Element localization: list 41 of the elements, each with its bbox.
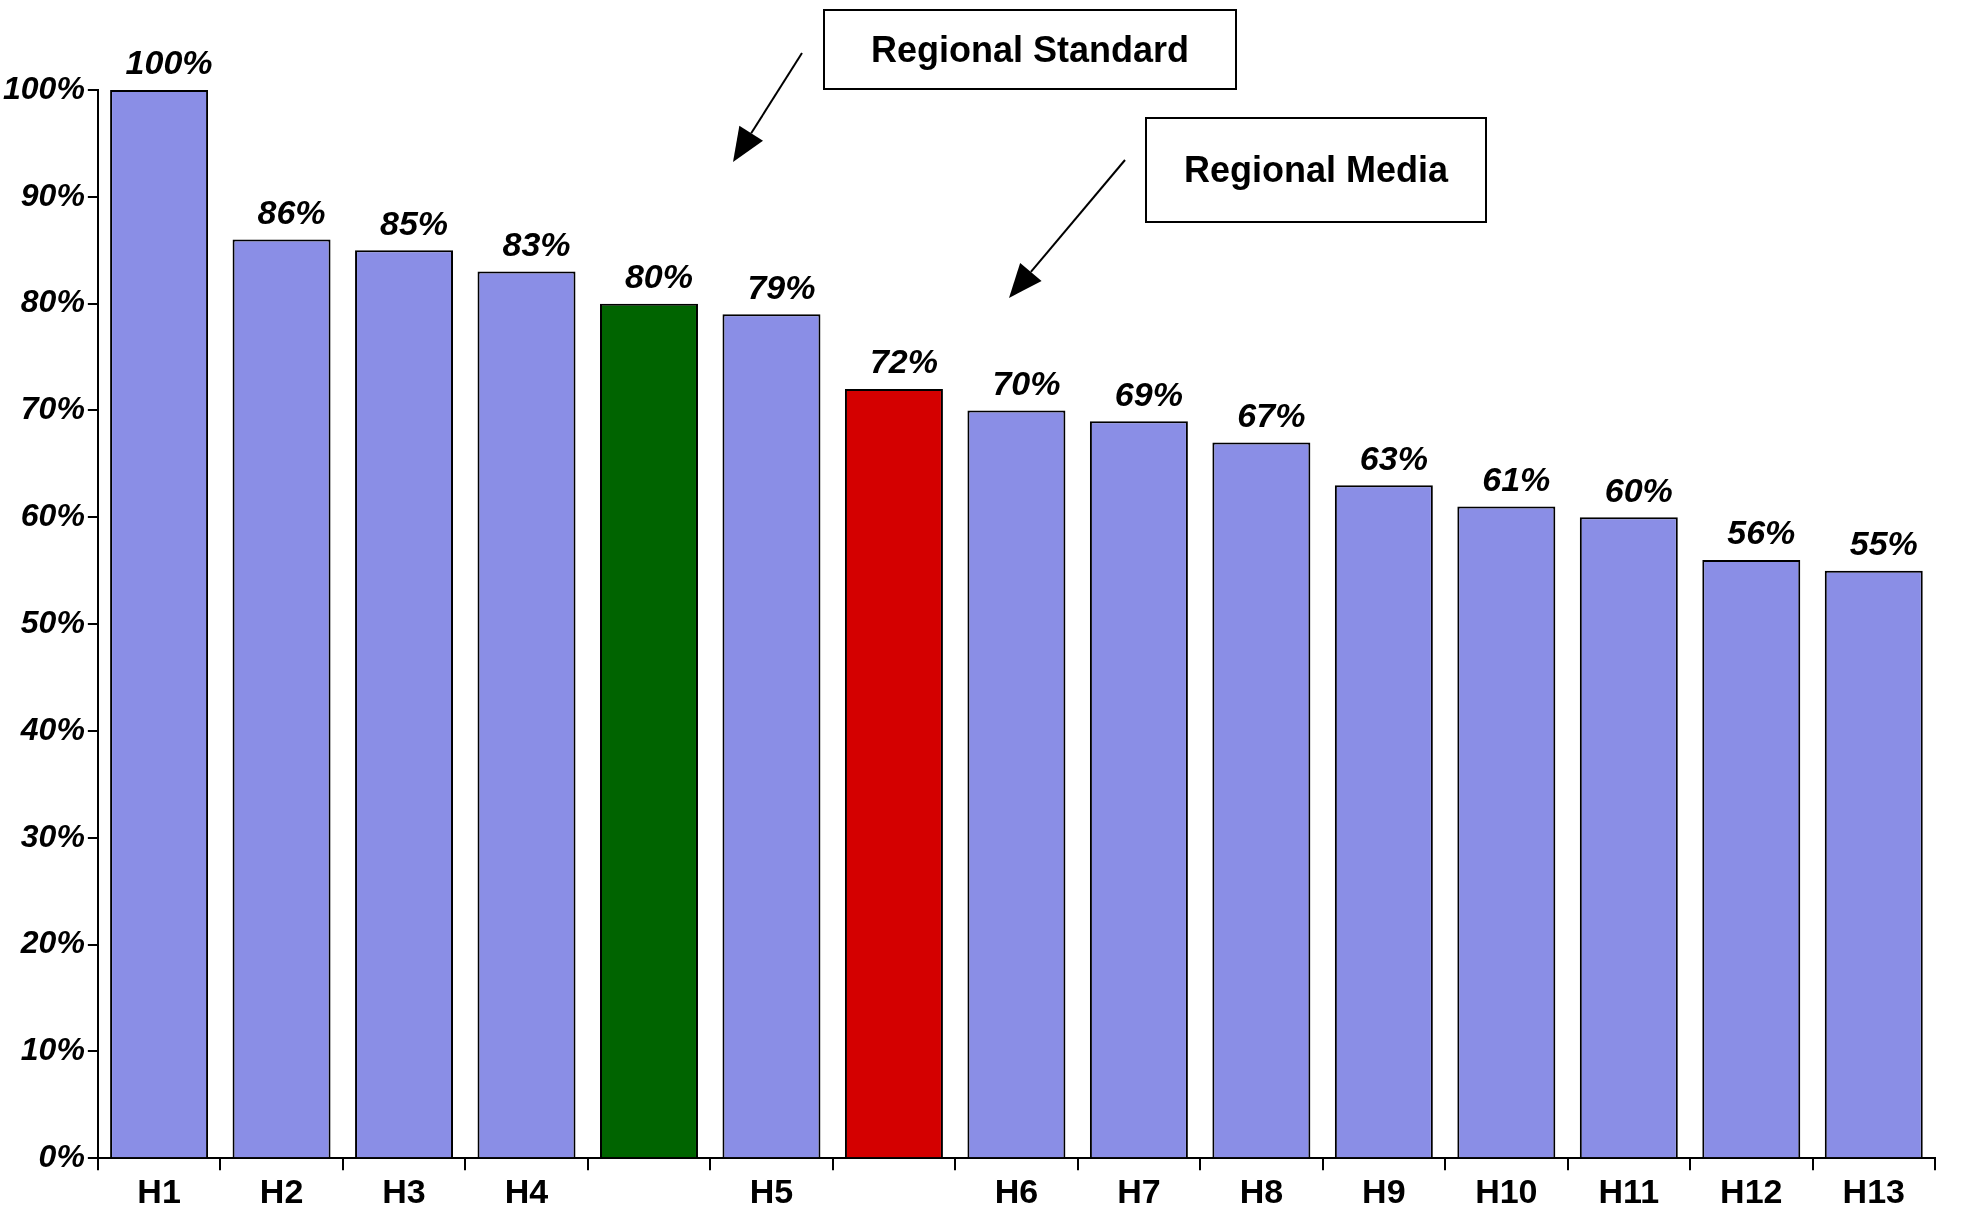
data-label: 55% xyxy=(1849,524,1918,563)
x-tick-label: H4 xyxy=(504,1171,549,1210)
data-label: 56% xyxy=(1727,513,1796,552)
x-tick-label: H13 xyxy=(1842,1171,1905,1210)
data-label: 69% xyxy=(1114,374,1183,413)
y-tick-label: 0% xyxy=(38,1138,85,1175)
data-label: 72% xyxy=(869,342,938,381)
y-tick-label: 60% xyxy=(20,497,85,534)
x-tick-label: H5 xyxy=(749,1171,794,1210)
data-label: 60% xyxy=(1604,470,1673,509)
y-tick-label: 30% xyxy=(20,817,85,854)
data-label: 80% xyxy=(624,257,694,296)
data-label: 67% xyxy=(1237,395,1306,434)
y-tick-label: 70% xyxy=(20,390,85,427)
x-tick-label: H10 xyxy=(1475,1171,1538,1210)
x-tick-label: H1 xyxy=(137,1171,181,1210)
y-tick-label: 50% xyxy=(20,603,85,640)
data-label: 79% xyxy=(747,267,816,306)
data-label: 100% xyxy=(125,43,213,82)
y-tick-label: 20% xyxy=(19,924,85,961)
text: Regional Standard xyxy=(823,9,1237,90)
y-tick-label: 100% xyxy=(3,69,85,106)
y-tick-label: 80% xyxy=(20,283,85,320)
data-label: 86% xyxy=(257,192,326,231)
annotation: Regional Media xyxy=(1145,117,1487,223)
x-tick-label: H6 xyxy=(994,1171,1039,1210)
x-tick-label: H9 xyxy=(1362,1171,1406,1210)
y-tick-label: 40% xyxy=(19,710,85,747)
x-tick-label: H8 xyxy=(1239,1171,1284,1210)
y-tick-label: 10% xyxy=(20,1031,85,1068)
data-label: 83% xyxy=(502,224,571,263)
x-tick-label: H3 xyxy=(382,1171,426,1210)
data-label: 63% xyxy=(1359,438,1428,477)
x-tick-label: H12 xyxy=(1720,1171,1783,1210)
x-tick-label: H7 xyxy=(1117,1171,1161,1210)
x-tick-label: H2 xyxy=(259,1171,304,1210)
data-label: 61% xyxy=(1482,459,1551,498)
y-tick-label: 90% xyxy=(20,176,85,213)
x-tick-label: H11 xyxy=(1598,1171,1660,1210)
data-label: 70% xyxy=(992,363,1061,402)
data-label: 85% xyxy=(380,203,449,242)
